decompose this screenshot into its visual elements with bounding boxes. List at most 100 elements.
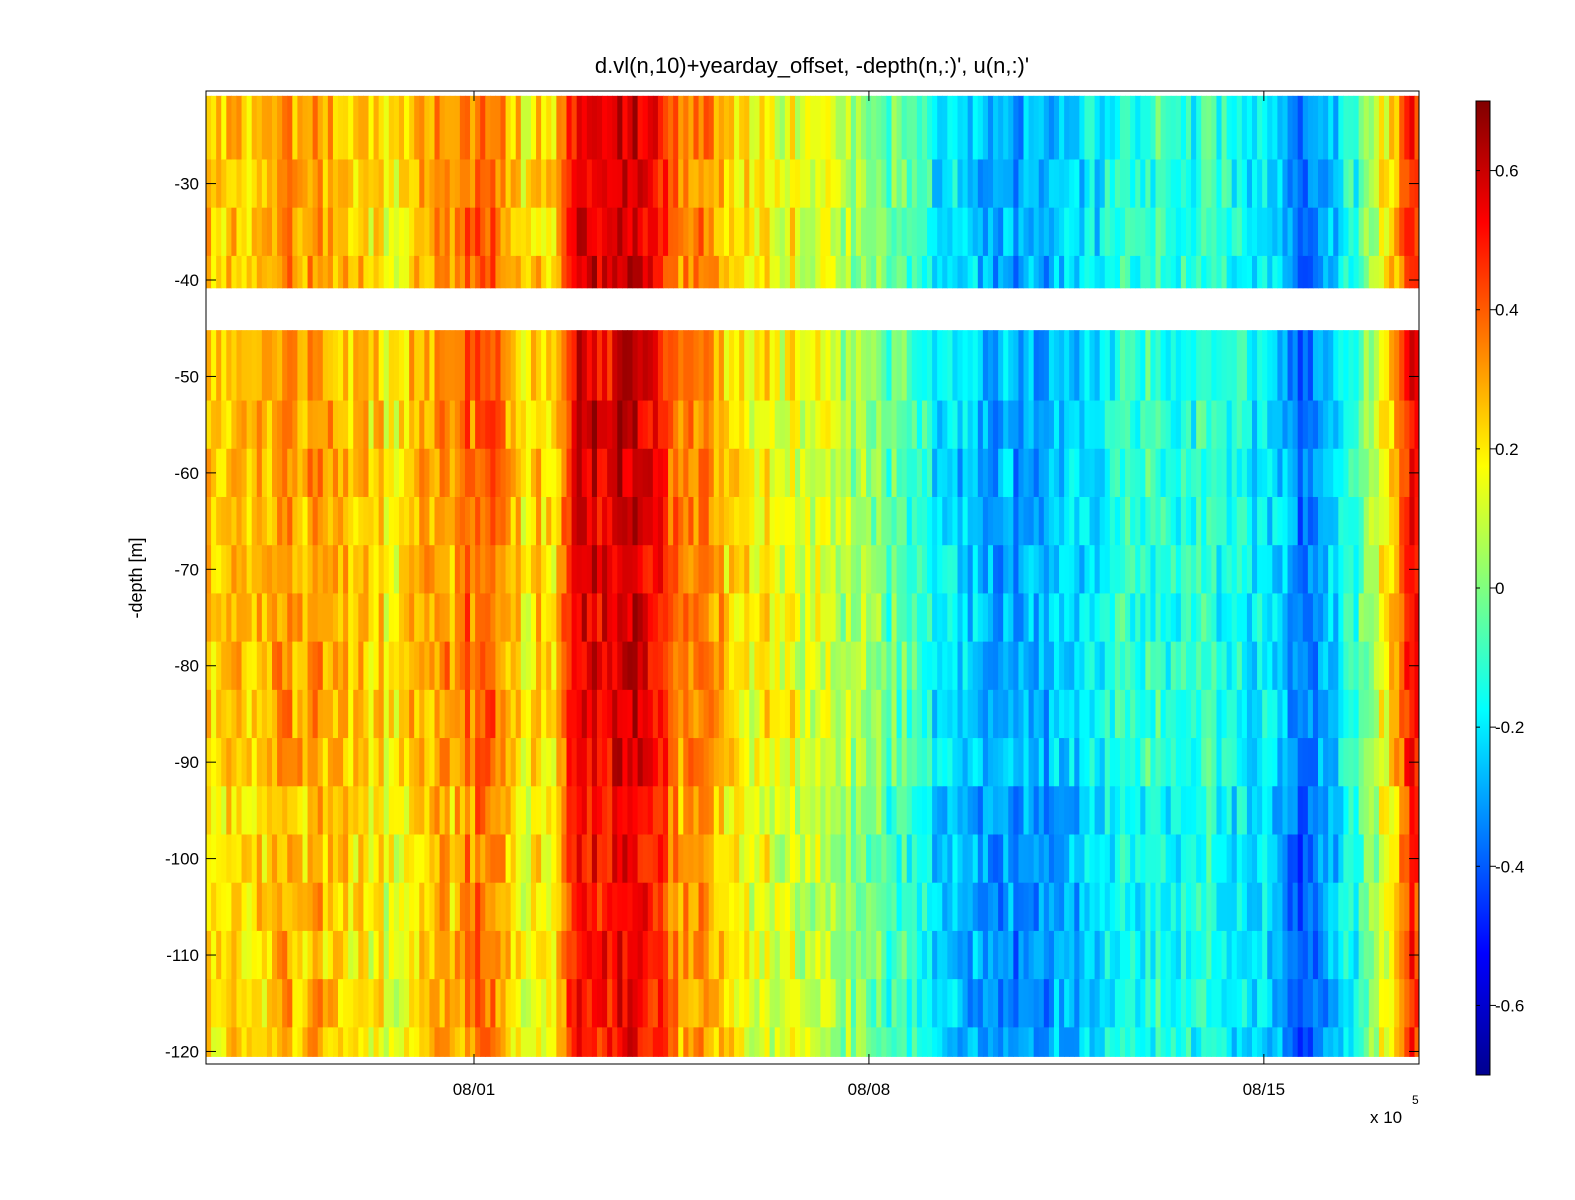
heatmap-cell [987,786,994,836]
heatmap-cell [861,207,867,257]
heatmap-cell [1013,400,1020,450]
heatmap-cell [1257,689,1263,739]
heatmap-cell [327,738,334,787]
heatmap-cell [353,448,359,498]
heatmap-cell [312,593,319,643]
heatmap-cell [348,882,354,932]
heatmap-cell [1196,979,1202,1028]
heatmap-cell [1089,330,1096,402]
heatmap-cell [835,1027,842,1057]
heatmap-cell [1312,400,1319,450]
heatmap-cell [378,159,385,209]
heatmap-cell [1089,496,1096,546]
heatmap-cell [1185,834,1192,884]
heatmap-cell [419,834,425,884]
heatmap-cell [297,207,304,257]
heatmap-cell [1064,1027,1070,1057]
heatmap-cell [967,786,974,836]
heatmap-cell [317,448,324,498]
heatmap-cell [942,930,948,980]
heatmap-cell [607,496,613,546]
heatmap-cell [206,496,212,546]
heatmap-cell [1267,641,1273,691]
heatmap-cell [1328,689,1334,739]
heatmap-cell [541,593,547,643]
heatmap-cell [993,834,999,884]
heatmap-cell [1165,207,1172,257]
heatmap-cell [764,738,771,787]
heatmap-cell [1033,882,1040,932]
heatmap-cell [282,689,288,739]
heatmap-cell [876,738,882,787]
heatmap-cell [1018,255,1025,289]
heatmap-cell [1257,786,1263,836]
heatmap-cell [1389,641,1395,691]
heatmap-cell [825,95,832,161]
heatmap-cell [536,738,542,787]
heatmap-cell [835,159,842,209]
heatmap-cell [1221,882,1228,932]
heatmap-cell [688,330,695,402]
heatmap-cell [393,738,400,787]
heatmap-cell [409,979,415,1028]
heatmap-cell [1079,641,1086,691]
heatmap-cell [708,1027,715,1057]
heatmap-cell [409,882,415,932]
heatmap-cell [398,882,405,932]
heatmap-cell [1140,738,1146,787]
heatmap-cell [1333,641,1339,691]
heatmap-cell [657,786,664,836]
heatmap-cell [713,207,720,257]
heatmap-cell [368,400,375,450]
heatmap-cell [998,159,1004,209]
heatmap-cell [891,545,898,595]
heatmap-cell [1038,641,1045,691]
heatmap-cell [713,400,720,450]
heatmap-cell [236,159,243,209]
heatmap-cell [962,207,969,257]
heatmap-cell [1338,159,1344,209]
heatmap-cell [297,882,304,932]
heatmap-cell [1084,159,1091,209]
heatmap-cell [231,207,238,257]
heatmap-cell [749,255,755,289]
heatmap-cell [993,593,999,643]
heatmap-cell [1338,545,1344,595]
heatmap-cell [1109,255,1116,289]
heatmap-cell [383,330,390,402]
heatmap-cell [282,882,288,932]
heatmap-cell [434,882,441,932]
heatmap-cell [1404,786,1411,836]
heatmap-cell [1094,593,1101,643]
heatmap-cell [1018,786,1025,836]
heatmap-cell [937,496,943,546]
heatmap-cell [581,448,588,498]
heatmap-cell [1018,159,1025,209]
heatmap-cell [1201,330,1207,402]
heatmap-cell [1287,448,1294,498]
heatmap-cell [1368,593,1375,643]
heatmap-cell [784,159,791,209]
heatmap-cell [434,545,441,595]
heatmap-cell [1338,400,1344,450]
heatmap-cell [1175,448,1182,498]
heatmap-cell [393,448,400,498]
heatmap-cell [921,689,928,739]
heatmap-cell [272,1027,278,1057]
heatmap-cell [1378,545,1385,595]
heatmap-cell [1201,1027,1207,1057]
heatmap-cell [510,738,517,787]
heatmap-cell [632,207,639,257]
heatmap-cell [1384,641,1390,691]
heatmap-cell [246,641,253,691]
heatmap-cell [855,496,862,546]
heatmap-cell [1053,1027,1060,1057]
heatmap-cell [1053,689,1060,739]
heatmap-cell [1394,1027,1400,1057]
heatmap-cell [1043,159,1050,209]
heatmap-cell [764,689,771,739]
heatmap-cell [581,834,588,884]
heatmap-cell [810,641,816,691]
heatmap-cell [1053,882,1060,932]
heatmap-cell [703,689,710,739]
